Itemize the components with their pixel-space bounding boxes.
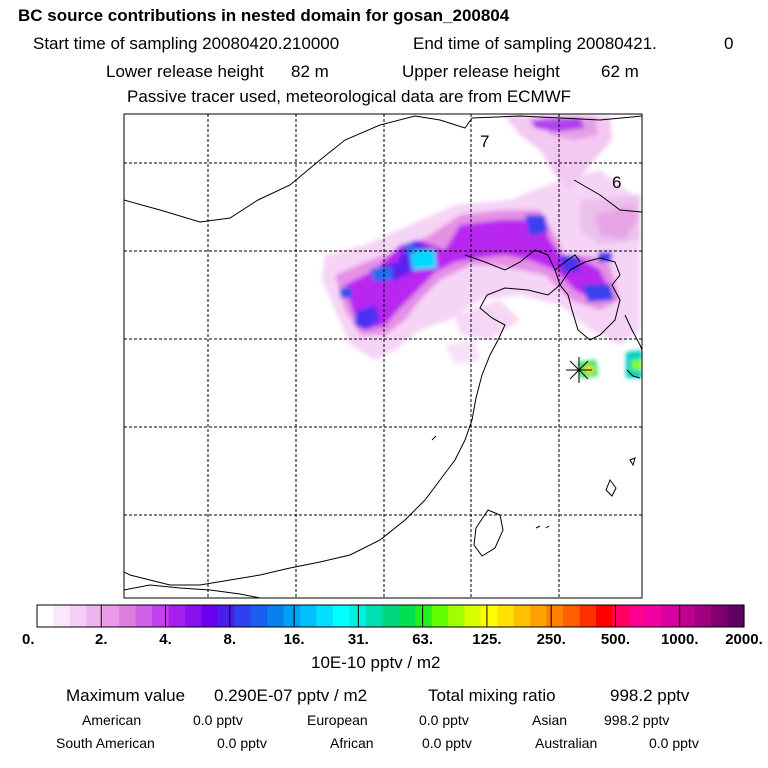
colorbar-cell xyxy=(431,605,449,627)
colorbar-cell xyxy=(316,605,334,627)
colorbar-unit-label: 10E-10 pptv / m2 xyxy=(311,653,441,672)
colorbar-cell xyxy=(448,605,466,627)
colorbar-cell xyxy=(69,605,87,627)
upper-release-value: 62 m xyxy=(601,62,639,81)
station-marker-icon xyxy=(566,357,592,383)
colorbar-cell xyxy=(283,605,301,627)
source-name-american: American xyxy=(82,712,142,728)
colorbar-cell xyxy=(168,605,186,627)
colorbar-cell xyxy=(596,605,614,627)
source-name-asian: Asian xyxy=(532,712,568,728)
colorbar-cell xyxy=(628,605,646,627)
colorbar-cell xyxy=(234,605,252,627)
region-label-6: 6 xyxy=(612,173,621,192)
map-frame xyxy=(123,113,643,599)
colorbar-cell xyxy=(300,605,318,627)
source-value-african: 0.0 pptv xyxy=(422,735,472,751)
colorbar-tick-label: 2. xyxy=(95,631,108,648)
source-name-european: European xyxy=(307,712,368,728)
source-name-african: African xyxy=(330,735,374,751)
colorbar-cell xyxy=(119,605,137,627)
colorbar-tick-label: 1000. xyxy=(660,631,699,648)
colorbar-cell xyxy=(382,605,400,627)
colorbar-cell xyxy=(217,605,235,627)
lat-lon-grid xyxy=(124,114,642,598)
lower-release-label: Lower release height xyxy=(106,62,264,81)
colorbar-cell xyxy=(152,605,170,627)
colorbar-tick-label: 4. xyxy=(159,631,172,648)
colorbar-cell xyxy=(398,605,416,627)
colorbar-tick-label: 250. xyxy=(536,631,566,648)
colorbar-cell xyxy=(267,605,285,627)
max-value: 0.290E-07 pptv / m2 xyxy=(214,686,368,705)
colorbar-cell xyxy=(37,605,55,627)
source-value-american: 0.0 pptv xyxy=(193,712,243,728)
coastlines xyxy=(124,115,642,598)
colorbar-cell xyxy=(612,605,630,627)
colorbar-tick-label: 125. xyxy=(472,631,502,648)
colorbar-tick-label: 8. xyxy=(223,631,237,648)
colorbar-cell xyxy=(464,605,482,627)
region-label-7: 7 xyxy=(480,132,489,151)
colorbar-tick-label: 63. xyxy=(412,631,434,648)
start-time-label: Start time of sampling 20080420.210000 xyxy=(33,34,340,53)
end-time-value: 0 xyxy=(724,34,734,53)
colorbar-cell xyxy=(184,605,203,627)
source-value-asian: 998.2 pptv xyxy=(604,712,670,728)
colorbar-tick-label: 2000. xyxy=(725,631,763,648)
colorbar-tick-label: 0. xyxy=(22,631,35,648)
max-value-label: Maximum value xyxy=(66,686,186,705)
end-time-label: End time of sampling 20080421. xyxy=(413,34,657,53)
tracer-note: Passive tracer used, meteorological data… xyxy=(127,87,572,106)
colorbar-cell xyxy=(201,605,219,627)
colorbar-cell xyxy=(678,605,696,627)
colorbar-cell xyxy=(694,605,712,627)
colorbar-cell xyxy=(645,605,663,627)
source-value-australian: 0.0 pptv xyxy=(649,735,699,751)
colorbar-cell xyxy=(102,605,120,627)
colorbar-tick-label: 16. xyxy=(283,631,305,648)
lower-release-value: 82 m xyxy=(291,62,329,81)
colorbar-tick-label: 500. xyxy=(600,631,631,648)
colorbar-cell xyxy=(135,605,153,627)
colorbar-tick-label: 31. xyxy=(347,631,369,648)
colorbar-cell xyxy=(86,605,104,627)
colorbar-cell xyxy=(53,605,71,627)
colorbar-cell xyxy=(530,605,548,627)
colorbar-cell xyxy=(579,605,597,627)
colorbar-cell xyxy=(332,605,350,627)
colorbar-cell xyxy=(563,605,581,627)
colorbar-frame xyxy=(36,604,745,628)
colorbar-cell xyxy=(546,605,564,627)
map-title: BC source contributions in nested domain… xyxy=(18,6,510,25)
source-value-south-american: 0.0 pptv xyxy=(217,735,267,751)
colorbar-cell xyxy=(415,605,433,627)
colorbar-cell xyxy=(513,605,531,627)
source-name-australian: Australian xyxy=(535,735,598,751)
source-name-south-american: South American xyxy=(56,735,155,751)
total-mixing-value: 998.2 pptv xyxy=(610,686,690,705)
colorbar-cell xyxy=(711,605,729,627)
colorbar-cell xyxy=(497,605,515,627)
source-value-european: 0.0 pptv xyxy=(419,712,469,728)
upper-release-label: Upper release height xyxy=(402,62,560,81)
colorbar-cell xyxy=(365,605,383,627)
colorbar-cell xyxy=(727,605,745,627)
colorbar-cells xyxy=(37,605,745,627)
colorbar-cell xyxy=(661,605,679,627)
total-mixing-label: Total mixing ratio xyxy=(428,686,556,705)
colorbar-cell xyxy=(250,605,268,627)
colorbar-cell xyxy=(480,605,498,627)
